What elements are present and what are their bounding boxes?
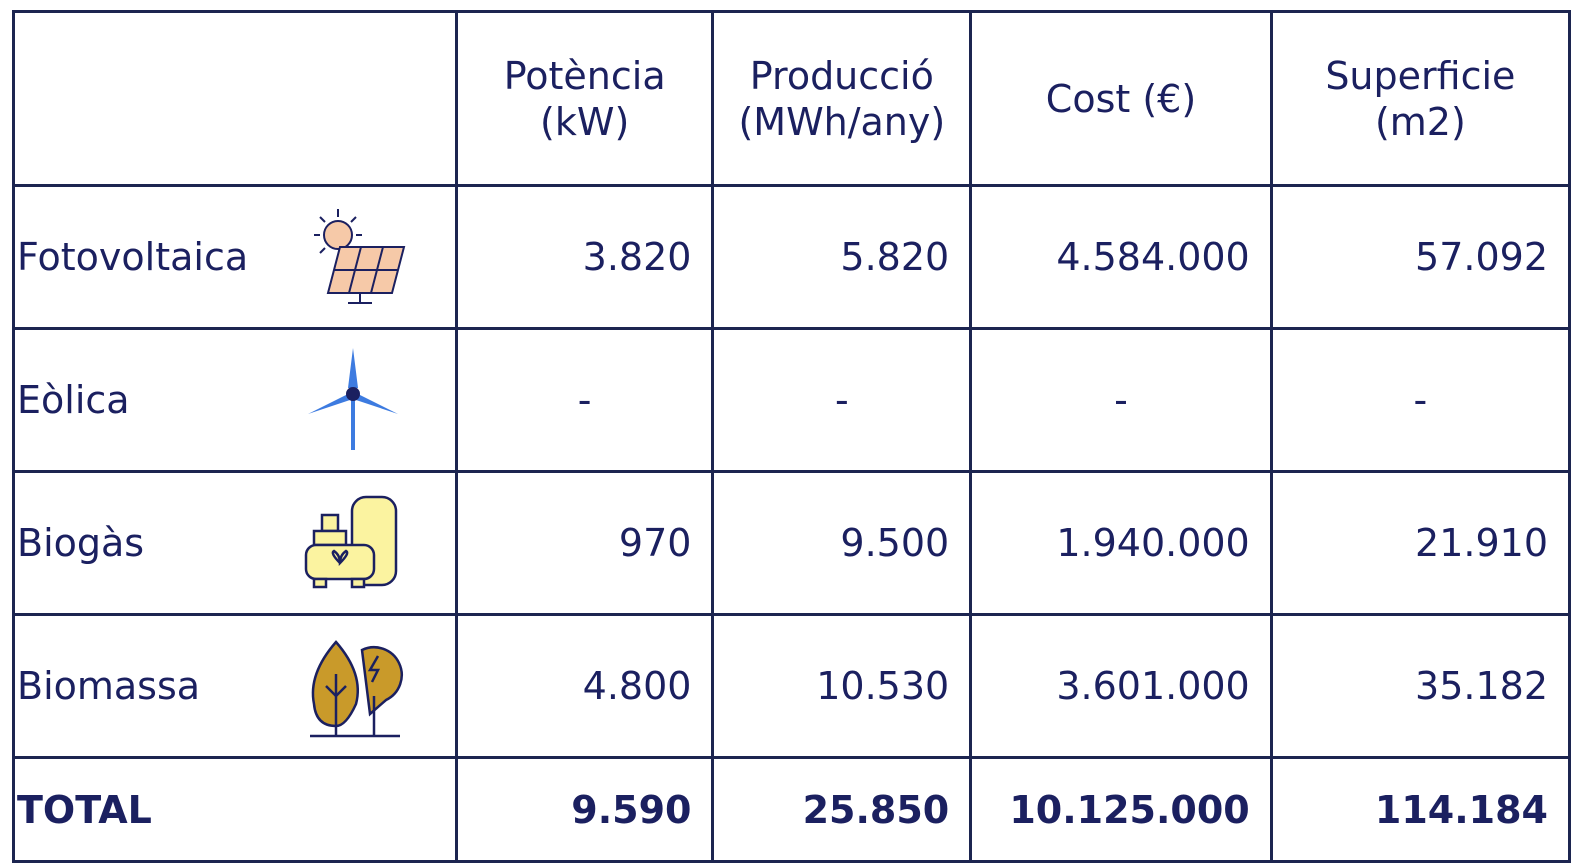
value-cell: 4.800: [454, 613, 715, 759]
value: 4.584.000: [1056, 235, 1250, 279]
data-row: Biogàs 970 9.500 1.940.000 21.910: [12, 470, 1571, 616]
header-text: (MWh/any): [738, 99, 946, 144]
value: 25.850: [802, 787, 950, 832]
value: 5.820: [840, 235, 950, 279]
data-row: Fotovoltaica 3.820 5.820 4.584.000 57.092: [12, 184, 1571, 330]
value: 21.910: [1415, 521, 1548, 565]
label-cell: Biogàs: [12, 470, 458, 616]
value: 114.184: [1374, 787, 1548, 832]
value: 9.500: [840, 521, 950, 565]
value: 4.800: [582, 664, 692, 708]
header-text: Potència: [503, 53, 666, 98]
value-cell: 114.184: [1269, 756, 1571, 863]
value-cell: 10.125.000: [969, 756, 1273, 863]
header-cell: Superficie (m2): [1269, 10, 1571, 187]
value: 35.182: [1415, 664, 1548, 708]
value-cell: 35.182: [1269, 613, 1571, 759]
label: TOTAL: [17, 787, 152, 832]
header-cell: Producció (MWh/any): [711, 10, 973, 187]
value-cell: 3.820: [454, 184, 715, 330]
value-cell: 5.820: [711, 184, 973, 330]
value: -: [834, 378, 849, 422]
label-cell: TOTAL: [12, 756, 458, 863]
wind-icon: [308, 348, 398, 450]
biomass-icon: [310, 640, 403, 738]
value-cell: 970: [454, 470, 715, 616]
header-text: (kW): [540, 99, 630, 144]
value: -: [1114, 378, 1128, 422]
table-wrap: Potència (kW) Producció (MWh/any) Cost (€) Su…: [12, 10, 1571, 863]
header-row: Potència (kW) Producció (MWh/any) Cost (€) Su…: [12, 10, 1571, 187]
value: 10.125.000: [1009, 787, 1250, 832]
value-cell: 57.092: [1269, 184, 1571, 330]
data-row: Biomassa 4.800 10.530 3.601.000 35.182: [12, 613, 1571, 759]
label: Eòlica: [17, 378, 130, 422]
header-cell: Potència (kW): [454, 10, 715, 187]
value: -: [577, 378, 592, 422]
header-cell: Cost (€): [969, 10, 1273, 187]
label: Fotovoltaica: [17, 235, 249, 279]
header-text: Cost (€): [1045, 76, 1197, 121]
label-cell: Eòlica: [12, 327, 458, 473]
value-cell: -: [711, 327, 973, 473]
value-cell: 1.940.000: [969, 470, 1273, 616]
value-cell: 10.530: [711, 613, 973, 759]
value: 1.940.000: [1056, 521, 1250, 565]
header-text: Superficie: [1325, 53, 1516, 98]
value-cell: -: [969, 327, 1273, 473]
header-cell: [12, 10, 458, 187]
table-body: Potència (kW) Producció (MWh/any) Cost (€) Su…: [12, 10, 1571, 863]
label: Biogàs: [17, 521, 145, 565]
value-cell: -: [1269, 327, 1571, 473]
value-cell: 4.584.000: [969, 184, 1273, 330]
value: 57.092: [1415, 235, 1548, 279]
header-text: Producció: [749, 53, 934, 98]
data-row: Eòlica - - - -: [12, 327, 1571, 473]
value-cell: 9.500: [711, 470, 973, 616]
value-cell: 25.850: [711, 756, 973, 863]
value: -: [1413, 378, 1428, 422]
header-text: (m2): [1374, 99, 1466, 144]
value-cell: 3.601.000: [969, 613, 1273, 759]
value-cell: 21.910: [1269, 470, 1571, 616]
value: 3.601.000: [1056, 664, 1250, 708]
table: Potència (kW) Producció (MWh/any) Cost (€) Su…: [12, 10, 1571, 863]
value: 3.820: [582, 235, 692, 279]
value: 9.590: [571, 787, 692, 832]
value: 10.530: [816, 664, 950, 708]
label-cell: Biomassa: [12, 613, 458, 759]
total-row: TOTAL 9.590 25.850 10.125.000 114.184: [12, 756, 1571, 863]
value-cell: 9.590: [454, 756, 715, 863]
solar-icon: [314, 209, 406, 304]
label-cell: Fotovoltaica: [12, 184, 458, 330]
value-cell: -: [454, 327, 715, 473]
biogas-icon: [304, 495, 398, 589]
value: 970: [618, 521, 692, 565]
label: Biomassa: [17, 664, 201, 708]
